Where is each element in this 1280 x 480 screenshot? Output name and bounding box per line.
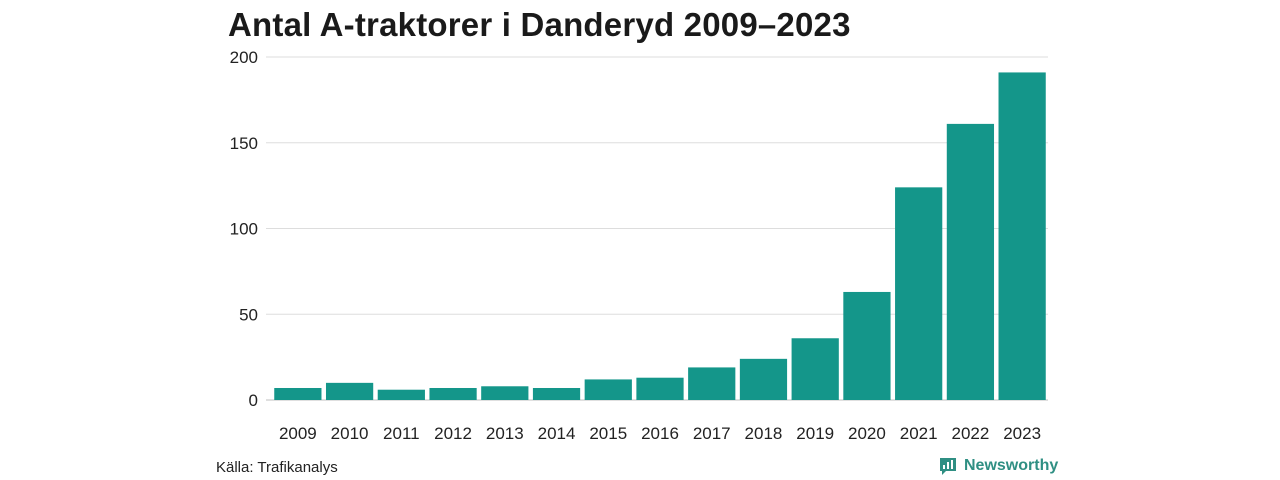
bar xyxy=(481,386,529,400)
x-tick-label: 2022 xyxy=(951,424,989,443)
bar xyxy=(895,187,943,400)
x-tick-label: 2010 xyxy=(331,424,369,443)
x-tick-label: 2015 xyxy=(589,424,627,443)
x-tick-label: 2019 xyxy=(796,424,834,443)
bar xyxy=(325,382,374,400)
x-tick-label: 2013 xyxy=(486,424,524,443)
x-tick-label: 2014 xyxy=(538,424,576,443)
y-tick-label: 50 xyxy=(239,305,258,324)
bar xyxy=(636,377,684,400)
x-tick-label: 2009 xyxy=(279,424,317,443)
bar xyxy=(584,379,632,400)
bar xyxy=(791,338,839,400)
y-tick-label: 150 xyxy=(230,134,258,153)
newsworthy-logo-icon xyxy=(940,458,956,475)
brand-name: Newsworthy xyxy=(964,457,1059,474)
brand-logo: Newsworthy xyxy=(938,456,1058,476)
bar xyxy=(688,367,736,400)
x-tick-label: 2018 xyxy=(745,424,783,443)
x-tick-label: 2017 xyxy=(693,424,731,443)
bar xyxy=(843,291,891,400)
bar xyxy=(532,387,581,400)
bar xyxy=(998,72,1046,400)
y-tick-label: 200 xyxy=(230,48,258,67)
chart-title: Antal A-traktorer i Danderyd 2009–2023 xyxy=(228,6,851,43)
x-tick-label: 2023 xyxy=(1003,424,1041,443)
y-tick-label: 100 xyxy=(230,220,258,239)
bar xyxy=(377,389,425,400)
x-tick-label: 2012 xyxy=(434,424,472,443)
bar xyxy=(739,358,788,400)
y-tick-label: 0 xyxy=(249,391,258,410)
bar xyxy=(946,123,995,400)
bar xyxy=(429,387,477,400)
x-tick-label: 2020 xyxy=(848,424,886,443)
bar xyxy=(274,387,322,400)
x-tick-label: 2011 xyxy=(383,424,420,443)
x-tick-label: 2021 xyxy=(900,424,938,443)
x-tick-label: 2016 xyxy=(641,424,679,443)
source-note: Källa: Trafikanalys xyxy=(216,459,338,476)
